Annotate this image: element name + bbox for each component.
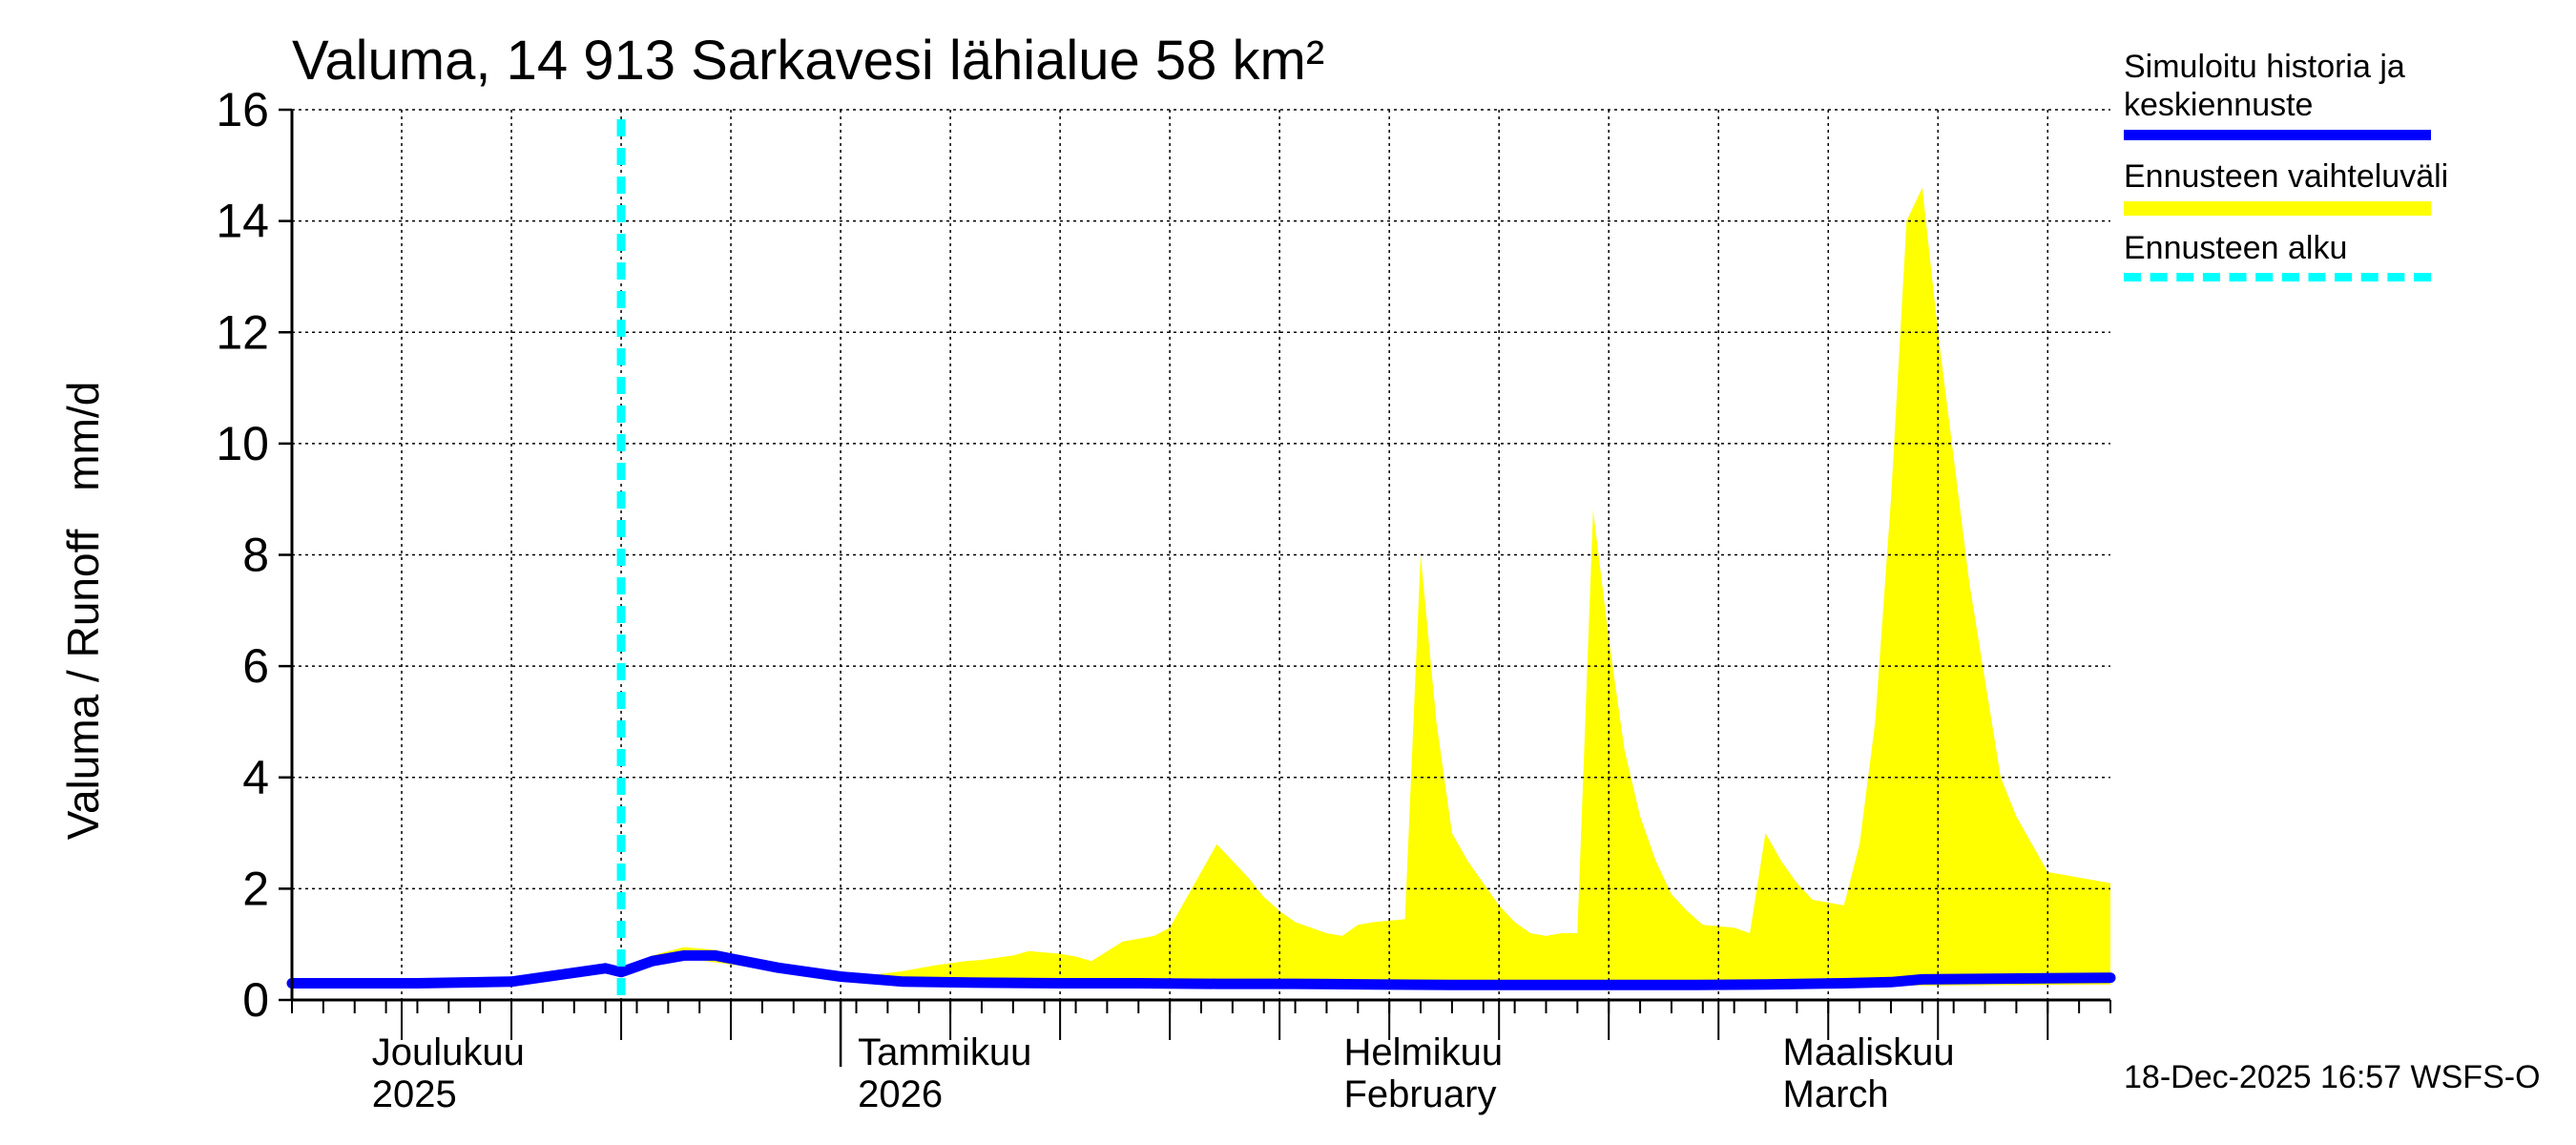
mean-forecast-line-layer <box>286 119 2116 1000</box>
legend-swatch-range <box>2124 201 2431 216</box>
legend-item-mean: Simuloitu historia ja keskiennuste <box>2124 48 2563 140</box>
month-label: March <box>1783 1073 1889 1115</box>
month-label: 2026 <box>858 1073 943 1115</box>
y-tick-label: 14 <box>216 195 269 248</box>
month-label: Tammikuu <box>858 1031 1031 1073</box>
y-tick-label: 6 <box>242 639 269 693</box>
month-label: Joulukuu <box>372 1031 525 1073</box>
legend-label-forecast-start: Ennusteen alku <box>2124 230 2348 266</box>
grid-layer <box>292 109 2110 1000</box>
legend-swatch-mean <box>2124 130 2431 140</box>
month-label: Maaliskuu <box>1783 1031 1955 1073</box>
y-axis-label-text: Valuma / Runoff <box>58 529 108 841</box>
mean-forecast-line <box>286 949 2116 990</box>
month-label: February <box>1343 1073 1496 1115</box>
y-tick-label: 0 <box>242 973 269 1027</box>
legend-item-forecast-start: Ennusteen alku <box>2124 229 2563 281</box>
legend-item-range: Ennusteen vaihteluväli <box>2124 157 2563 216</box>
timestamp-footer: 18-Dec-2025 16:57 WSFS-O <box>2124 1059 2541 1095</box>
y-tick-label: 12 <box>216 305 269 359</box>
month-label: Helmikuu <box>1343 1031 1503 1073</box>
month-label: 2025 <box>372 1073 457 1115</box>
y-tick-label: 10 <box>216 417 269 470</box>
legend-label-mean: Simuloitu historia ja keskiennuste <box>2124 49 2405 123</box>
y-tick-label: 4 <box>242 751 269 804</box>
chart-title: Valuma, 14 913 Sarkavesi lähialue 58 km² <box>292 30 1325 92</box>
y-axis-label: Valuma / Runoff mm/d <box>57 382 109 879</box>
legend-swatch-forecast-start <box>2124 273 2431 281</box>
legend-label-range: Ennusteen vaihteluväli <box>2124 158 2449 195</box>
forecast-range-band <box>621 187 2110 988</box>
forecast-range-band-layer <box>621 187 2110 988</box>
y-axis-unit: mm/d <box>58 381 108 491</box>
y-tick-label: 2 <box>242 862 269 915</box>
y-tick-label: 16 <box>216 83 269 136</box>
y-tick-label: 8 <box>242 529 269 582</box>
